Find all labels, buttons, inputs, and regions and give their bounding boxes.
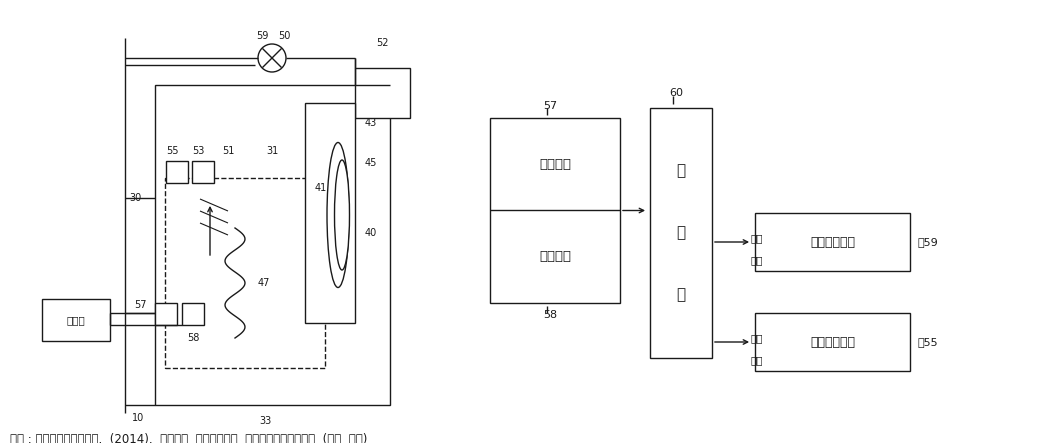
Text: 10: 10 [132, 413, 144, 423]
Text: 52: 52 [376, 38, 389, 48]
Bar [166, 161, 188, 183]
Bar [650, 108, 712, 358]
Text: 신호: 신호 [751, 355, 763, 365]
Bar [491, 118, 620, 303]
Text: ～55: ～55 [918, 337, 938, 347]
Text: 제어: 제어 [751, 233, 763, 243]
Text: 30: 30 [130, 193, 142, 203]
Text: 41: 41 [315, 183, 328, 193]
Text: 58: 58 [543, 310, 557, 320]
Text: 59: 59 [256, 31, 269, 41]
Bar [165, 178, 325, 368]
Bar [355, 68, 410, 118]
Text: 58: 58 [187, 333, 199, 343]
Text: 신호: 신호 [751, 255, 763, 265]
Text: 53: 53 [192, 146, 204, 156]
Bar [155, 303, 177, 325]
Text: 압력센서: 압력센서 [539, 250, 571, 263]
Text: 출처 : 한국항공우주연구원.  (2014).  액체질소  직분사방식의  극저온열환경시험장치  (국내  특허): 출처 : 한국항공우주연구원. (2014). 액체질소 직분사방식의 극저온열… [10, 433, 367, 443]
Text: 31: 31 [265, 146, 278, 156]
Bar [43, 299, 110, 341]
Text: 45: 45 [365, 158, 377, 168]
Ellipse shape [335, 160, 349, 270]
Bar [183, 303, 204, 325]
Bar [155, 85, 390, 405]
Text: 33: 33 [259, 416, 271, 426]
Text: 유량조절밸브: 유량조절밸브 [810, 236, 854, 249]
Text: 부: 부 [676, 287, 685, 302]
Bar [755, 213, 910, 271]
Bar [305, 103, 355, 323]
Text: ～59: ～59 [918, 237, 938, 247]
Text: 제: 제 [676, 163, 685, 178]
Bar [755, 313, 910, 371]
Text: 압력조절밸브: 압력조절밸브 [810, 335, 854, 349]
Text: 온도센서: 온도센서 [539, 158, 571, 171]
Text: 55: 55 [166, 146, 178, 156]
Text: 57: 57 [135, 300, 147, 310]
Text: 어: 어 [676, 225, 685, 240]
Bar [192, 161, 214, 183]
Text: 51: 51 [222, 146, 234, 156]
Text: 43: 43 [365, 118, 377, 128]
Text: 제어: 제어 [751, 333, 763, 343]
Ellipse shape [327, 143, 349, 288]
Text: 57: 57 [543, 101, 557, 111]
Text: 제어부: 제어부 [66, 315, 85, 325]
Text: 60: 60 [669, 88, 683, 98]
Text: 47: 47 [258, 278, 271, 288]
Text: 40: 40 [365, 228, 377, 238]
Text: 50: 50 [278, 31, 290, 41]
